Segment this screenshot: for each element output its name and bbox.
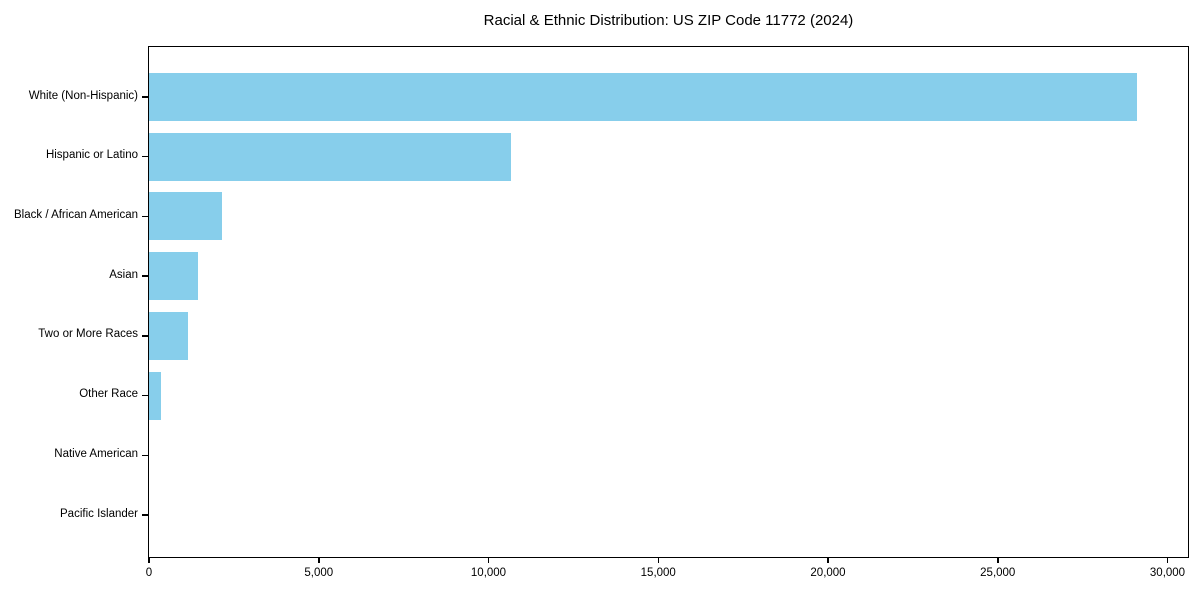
y-axis-category-label: Two or More Races <box>38 328 138 341</box>
plot-area <box>148 46 1189 558</box>
y-tick-mark <box>141 454 149 457</box>
x-tick-mark <box>148 556 150 563</box>
x-tick-label: 30,000 <box>1149 566 1186 579</box>
x-tick-label: 5,000 <box>304 566 334 579</box>
bar <box>149 73 1137 121</box>
y-tick-mark <box>141 155 149 158</box>
y-axis-category-label: Native American <box>54 447 138 460</box>
y-axis-category-label: Other Race <box>79 388 138 401</box>
bar <box>149 371 161 420</box>
y-axis-category-label: Black / African American <box>14 208 138 221</box>
y-axis-category-label: Asian <box>109 268 138 281</box>
bar <box>149 132 511 181</box>
y-axis-category-label: Hispanic or Latino <box>45 149 138 162</box>
y-tick-mark <box>141 514 149 516</box>
bar <box>149 192 222 241</box>
y-axis-category-label: Pacific Islander <box>60 507 138 520</box>
x-tick-label: 0 <box>145 566 153 579</box>
x-tick-mark <box>1166 556 1169 563</box>
y-tick-mark <box>141 394 149 397</box>
x-tick-mark <box>318 556 320 563</box>
x-tick-mark <box>487 556 490 563</box>
chart-title: Racial & Ethnic Distribution: US ZIP Cod… <box>483 12 854 29</box>
y-tick-mark <box>141 335 149 337</box>
y-tick-mark <box>141 275 149 277</box>
bar <box>149 252 198 301</box>
x-tick-mark <box>997 556 999 563</box>
y-tick-mark <box>141 215 149 218</box>
x-tick-label: 10,000 <box>470 566 507 579</box>
x-tick-label: 25,000 <box>980 566 1016 579</box>
x-tick-label: 20,000 <box>810 566 846 579</box>
x-tick-mark <box>657 556 659 563</box>
y-axis-category-label: White (Non-Hispanic) <box>28 89 138 102</box>
y-tick-mark <box>141 96 149 98</box>
x-tick-label: 15,000 <box>640 566 676 579</box>
bar <box>149 311 189 360</box>
x-tick-mark <box>827 556 829 563</box>
